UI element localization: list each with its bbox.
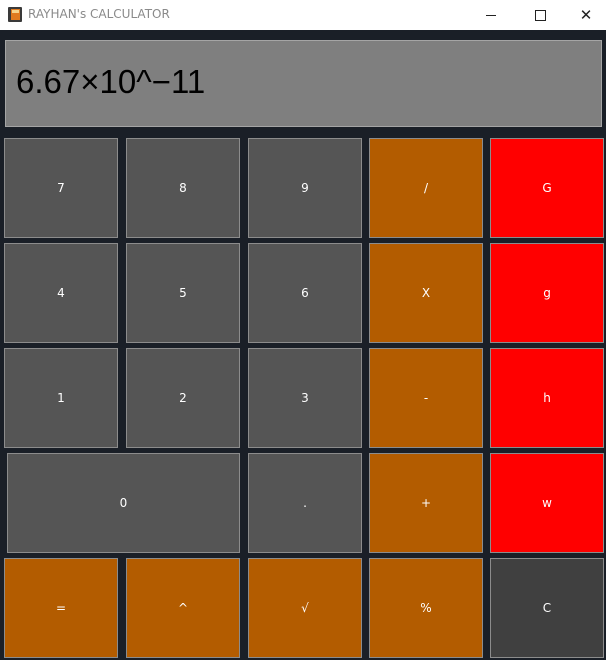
key-7[interactable]: 7 — [4, 138, 118, 238]
key-constant-G[interactable]: G — [490, 138, 604, 238]
key-subtract[interactable]: - — [369, 348, 483, 448]
key-divide[interactable]: / — [369, 138, 483, 238]
minimize-button[interactable] — [468, 0, 514, 30]
key-multiply[interactable]: X — [369, 243, 483, 343]
key-6[interactable]: 6 — [248, 243, 362, 343]
close-button[interactable]: ✕ — [563, 0, 606, 30]
key-percent[interactable]: % — [369, 558, 483, 658]
key-0[interactable]: 0 — [7, 453, 240, 553]
key-constant-g[interactable]: g — [490, 243, 604, 343]
key-clear[interactable]: C — [490, 558, 604, 658]
key-square-root[interactable]: √ — [248, 558, 362, 658]
calculator-app-icon — [8, 7, 22, 22]
maximize-button[interactable] — [517, 0, 563, 30]
maximize-icon — [534, 9, 546, 21]
key-power[interactable]: ^ — [126, 558, 240, 658]
key-decimal[interactable]: . — [248, 453, 362, 553]
key-5[interactable]: 5 — [126, 243, 240, 343]
key-9[interactable]: 9 — [248, 138, 362, 238]
key-constant-w[interactable]: w — [490, 453, 604, 553]
calculator-display: 6.67×10^−11 — [5, 40, 602, 127]
key-add[interactable]: + — [369, 453, 483, 553]
key-equals[interactable]: = — [4, 558, 118, 658]
key-1[interactable]: 1 — [4, 348, 118, 448]
key-constant-h[interactable]: h — [490, 348, 604, 448]
key-2[interactable]: 2 — [126, 348, 240, 448]
key-8[interactable]: 8 — [126, 138, 240, 238]
close-icon: ✕ — [579, 6, 593, 24]
minimize-icon — [486, 14, 496, 16]
key-4[interactable]: 4 — [4, 243, 118, 343]
window-title: RAYHAN's CALCULATOR — [28, 7, 170, 21]
key-3[interactable]: 3 — [248, 348, 362, 448]
title-bar: RAYHAN's CALCULATOR ✕ — [0, 0, 606, 30]
display-value: 6.67×10^−11 — [16, 63, 206, 100]
